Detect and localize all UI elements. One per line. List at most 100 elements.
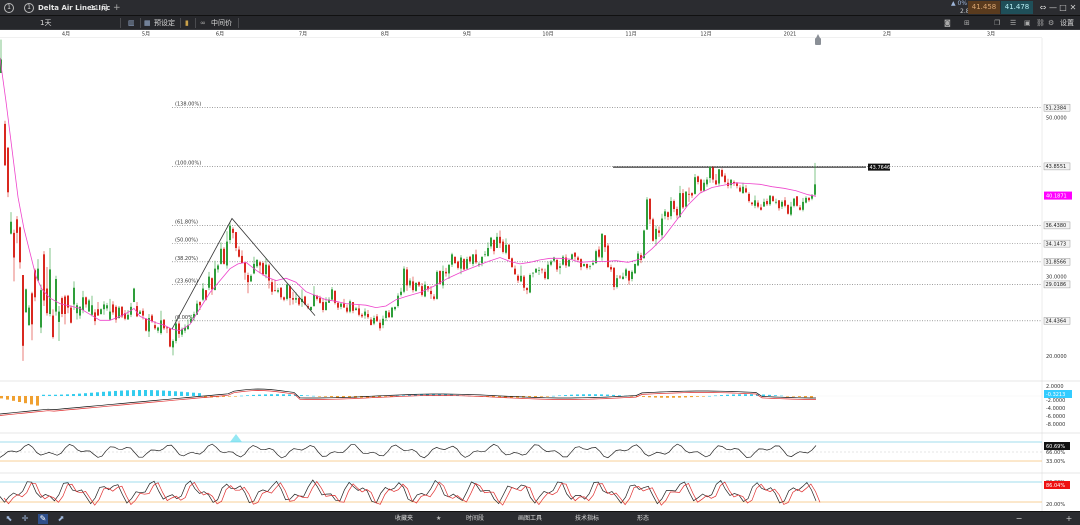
patterns-button[interactable]: 形态 <box>637 515 650 522</box>
maximize-icon[interactable]: □ <box>1059 3 1067 12</box>
candle-body <box>481 256 483 264</box>
resize-icon[interactable]: ⇔ <box>1039 3 1047 12</box>
candle-body <box>622 276 624 279</box>
star-icon[interactable]: ★ <box>436 515 442 522</box>
lock-icon[interactable]: ▣ <box>1024 19 1031 27</box>
settings-button[interactable]: 设置 <box>1060 19 1074 27</box>
chart-type-icon[interactable]: ▥ <box>128 19 135 27</box>
favorites-button[interactable]: 收藏夹 <box>395 515 414 522</box>
macd-histogram-bar <box>546 396 549 397</box>
macd-histogram-bar <box>630 396 633 397</box>
main-price-panel[interactable]: (138.00%) (100.00%) (61.80%) (50.00%) (38.20… <box>0 34 1072 511</box>
alert-marker[interactable] <box>815 34 821 45</box>
link-icon[interactable]: ∞ <box>200 19 206 27</box>
zoom-out-icon[interactable]: − <box>1015 514 1023 523</box>
macd-histogram-bar <box>504 396 507 398</box>
grid-icon[interactable]: ▦ <box>144 19 151 27</box>
stochastic-panel[interactable]: 80.00%20.00%86.04% <box>0 472 1080 508</box>
candle-body <box>469 256 471 262</box>
tab-month[interactable]: 11 月 <box>90 4 109 12</box>
candle-body <box>454 256 456 264</box>
fib-price-tag <box>1043 162 1071 171</box>
fib-price-tag-label: 36.4380 <box>1046 223 1067 229</box>
candle-body <box>679 193 681 217</box>
instrument-index-badge-2[interactable]: 1 <box>24 3 34 13</box>
macd-histogram-bar <box>372 396 375 398</box>
candle-body <box>604 235 606 248</box>
grid-small-icon[interactable]: ⊞ <box>964 19 970 27</box>
candle-body <box>451 254 453 265</box>
resistance-line[interactable]: 43.7646 <box>613 163 890 171</box>
candle-body <box>463 259 465 270</box>
close-icon[interactable]: ✕ <box>1069 3 1077 12</box>
macd-histogram-bar <box>120 390 123 396</box>
rsi-panel[interactable]: 66.00% 33.00% 60.69% <box>0 432 1080 465</box>
candle-body <box>586 263 588 268</box>
pointer-icon[interactable]: ⬈ <box>57 514 65 523</box>
candle-body <box>79 306 81 316</box>
candle-body <box>379 322 381 329</box>
gear-icon[interactable]: ⚙ <box>1048 19 1055 27</box>
preset-button[interactable]: 预设定 <box>154 19 175 27</box>
copy-icon[interactable]: ❐ <box>994 19 1001 27</box>
macd-histogram-bar <box>342 396 345 398</box>
crosshair-icon[interactable]: ✛ <box>21 514 29 523</box>
rsi-value-tag <box>1044 442 1070 450</box>
macd-panel[interactable]: 2.0000 -2.0000 -4.0000 -6.0000 -8.0000 -0.321… <box>0 380 1080 428</box>
indicators-button[interactable]: 技术指标 <box>575 515 600 522</box>
link-chain-icon[interactable]: ⛓ <box>1036 19 1045 27</box>
candle-body <box>706 179 708 185</box>
candle-body <box>145 318 147 331</box>
candle-body <box>787 205 789 214</box>
drawing-tools-button[interactable]: 画图工具 <box>518 515 543 522</box>
macd-histogram-bar <box>282 394 285 396</box>
fib-level-label: (138.00%) <box>175 102 201 108</box>
macd-histogram-bar <box>582 394 585 396</box>
candle-body <box>178 323 180 334</box>
bars-icon[interactable]: ▮ <box>185 19 189 27</box>
add-tab-button[interactable]: + <box>113 3 121 13</box>
time-period-button[interactable]: 时间段 <box>466 515 485 522</box>
candle-body <box>109 311 111 320</box>
candle-body <box>640 255 642 260</box>
candle-body <box>52 315 54 338</box>
layers-icon[interactable]: ☰ <box>1010 19 1017 27</box>
macd-histogram-bar <box>540 396 543 397</box>
macd-histogram-bar <box>588 394 591 396</box>
candle-body <box>265 264 267 275</box>
macd-tick-label: 2.0000 <box>1046 384 1064 390</box>
fib-trendline[interactable] <box>171 217 316 330</box>
zoom-in-icon[interactable]: + <box>1065 514 1073 523</box>
candle-body <box>211 278 213 290</box>
candle-body <box>589 266 591 268</box>
candle-body <box>343 303 345 308</box>
macd-histogram-bar <box>666 396 669 398</box>
candle-body <box>772 196 774 202</box>
time-tick-label: 8月 <box>381 32 389 38</box>
cursor-icon[interactable]: ⬉ <box>5 514 13 523</box>
camera-icon[interactable]: ◙ <box>944 19 951 27</box>
instrument-title[interactable]: Delta Air Lines Inc <box>38 4 111 12</box>
sell-price-box[interactable]: 41.458 <box>968 1 1000 14</box>
candle-body <box>703 182 705 191</box>
macd-histogram-bar <box>804 396 807 398</box>
candle-body <box>682 193 684 208</box>
instrument-index-badge[interactable]: 1 <box>4 3 14 13</box>
toolbar-divider <box>238 18 239 28</box>
candle-body <box>799 207 801 210</box>
fib-price-tag-label: 24.4364 <box>1046 319 1067 325</box>
minimize-icon[interactable]: — <box>1049 3 1057 12</box>
rsi-tick-label: 33.00% <box>1046 459 1065 465</box>
candle-body <box>784 200 786 206</box>
pencil-icon[interactable]: ✎ <box>38 514 48 524</box>
timeframe-selector[interactable]: 1天 <box>40 19 52 27</box>
candle-body <box>754 200 756 206</box>
price-chart[interactable]: 4月 5月 6月 7月 8月 9月 10月 11月 12月 2021 2月 3月 (138.00%)(… <box>0 30 1080 511</box>
macd-histogram-bar <box>552 395 555 397</box>
macd-histogram-bar <box>246 395 249 396</box>
intermediate-price-button[interactable]: 中间价 <box>211 19 232 27</box>
candle-body <box>34 270 36 298</box>
buy-price-box[interactable]: 41.478 <box>1001 1 1033 14</box>
candle-body <box>187 325 189 330</box>
macd-histogram-bar <box>54 394 57 396</box>
